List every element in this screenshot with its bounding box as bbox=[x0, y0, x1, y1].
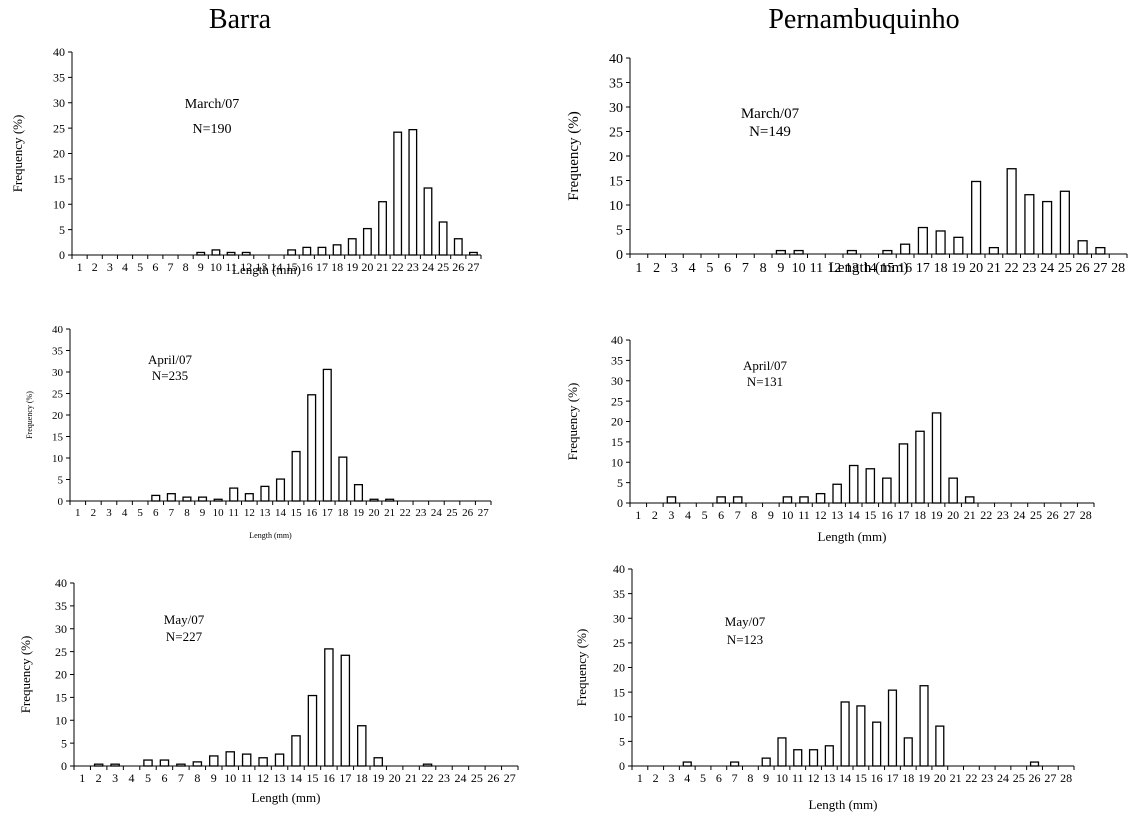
bar bbox=[778, 738, 786, 766]
y-tick-label: 35 bbox=[613, 587, 625, 601]
x-tick-label: 16 bbox=[871, 771, 883, 785]
bar bbox=[841, 702, 849, 766]
x-tick-label: 18 bbox=[902, 771, 914, 785]
x-tick-label: 14 bbox=[839, 771, 851, 785]
y-tick-label: 30 bbox=[613, 611, 625, 625]
bar bbox=[810, 750, 818, 766]
y-tick-label: 25 bbox=[613, 636, 625, 650]
y-tick-label: 15 bbox=[613, 685, 625, 699]
x-tick-label: 21 bbox=[950, 771, 962, 785]
bar bbox=[762, 758, 770, 766]
x-tick-label: 3 bbox=[668, 771, 674, 785]
bar bbox=[794, 750, 802, 766]
x-tick-label: 25 bbox=[1013, 771, 1025, 785]
y-tick-label: 40 bbox=[613, 562, 625, 576]
bar bbox=[920, 686, 928, 766]
bar bbox=[873, 722, 881, 766]
x-tick-label: 22 bbox=[965, 771, 977, 785]
x-tick-label: 6 bbox=[716, 771, 722, 785]
x-tick-label: 13 bbox=[823, 771, 835, 785]
bar bbox=[904, 738, 912, 766]
x-tick-label: 9 bbox=[763, 771, 769, 785]
y-tick-label: 5 bbox=[619, 735, 625, 749]
x-tick-label: 24 bbox=[997, 771, 1009, 785]
bar bbox=[825, 746, 833, 766]
month-label: May/07 bbox=[725, 614, 766, 629]
x-tick-label: 27 bbox=[1044, 771, 1056, 785]
x-tick-label: 5 bbox=[700, 771, 706, 785]
x-axis-label: Length (mm) bbox=[809, 797, 878, 812]
x-tick-label: 7 bbox=[732, 771, 738, 785]
bar bbox=[889, 690, 897, 766]
bar bbox=[731, 762, 739, 766]
x-tick-label: 20 bbox=[934, 771, 946, 785]
y-tick-label: 10 bbox=[613, 710, 625, 724]
y-axis-label: Frequency (%) bbox=[574, 629, 589, 707]
y-tick-label: 0 bbox=[619, 759, 625, 773]
x-tick-label: 10 bbox=[776, 771, 788, 785]
bar bbox=[857, 706, 865, 766]
bar bbox=[936, 726, 944, 766]
x-tick-label: 12 bbox=[808, 771, 820, 785]
x-tick-label: 23 bbox=[981, 771, 993, 785]
x-tick-label: 8 bbox=[747, 771, 753, 785]
x-tick-label: 11 bbox=[792, 771, 804, 785]
x-tick-label: 15 bbox=[855, 771, 867, 785]
x-tick-label: 19 bbox=[918, 771, 930, 785]
bar bbox=[1031, 762, 1039, 766]
y-tick-label: 20 bbox=[613, 661, 625, 675]
x-tick-label: 1 bbox=[637, 771, 643, 785]
bar bbox=[683, 762, 691, 766]
sample-size-label: N=123 bbox=[727, 632, 763, 647]
x-tick-label: 4 bbox=[684, 771, 690, 785]
x-tick-label: 28 bbox=[1060, 771, 1072, 785]
x-tick-label: 26 bbox=[1029, 771, 1041, 785]
x-tick-label: 2 bbox=[653, 771, 659, 785]
x-tick-label: 17 bbox=[886, 771, 898, 785]
